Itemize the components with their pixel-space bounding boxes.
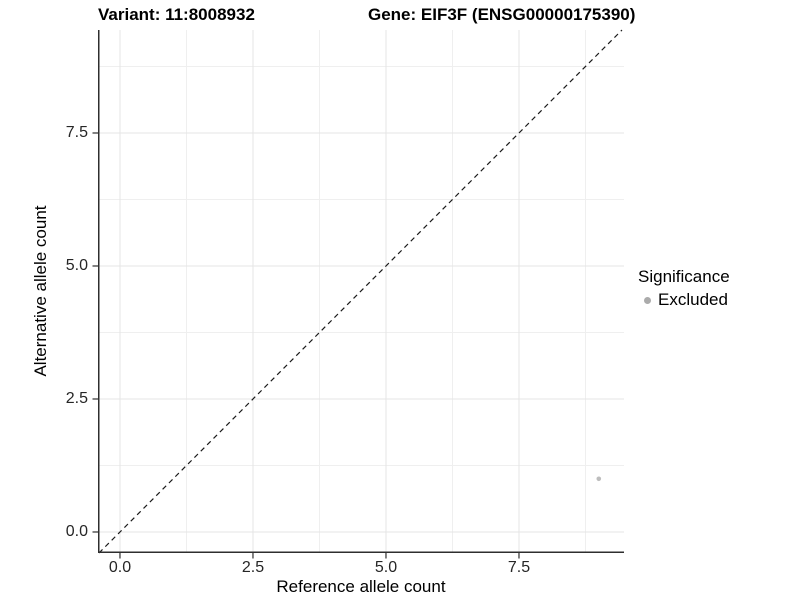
legend-point-icon [643, 296, 651, 304]
plot-panel-canvas [92, 29, 624, 559]
identity-line [98, 29, 623, 554]
legend-title: Significance [638, 267, 730, 286]
x-tick-label: 7.5 [507, 559, 531, 576]
x-tick-label: 0.0 [108, 559, 132, 576]
legend-entry-label: Excluded [658, 290, 728, 309]
legend: Significance Excluded [638, 267, 730, 310]
legend-key [638, 291, 656, 309]
y-tick-label: 0.0 [65, 522, 88, 540]
x-tick-label: 5.0 [374, 559, 398, 576]
y-axis-title: Alternative allele count [31, 205, 50, 377]
y-tick-label: 5.0 [65, 256, 88, 274]
data-point [596, 476, 602, 482]
plot-panel [92, 29, 624, 559]
x-axis-title: Reference allele count [276, 577, 446, 596]
y-tick-label: 7.5 [65, 123, 88, 141]
plot-title-variant: Variant: 11:8008932 [98, 5, 255, 24]
plot-title-gene: Gene: EIF3F (ENSG00000175390) [368, 5, 636, 24]
x-tick-label: 2.5 [241, 559, 265, 576]
y-tick-label: 2.5 [65, 389, 88, 407]
legend-entry-excluded: Excluded [638, 290, 730, 310]
